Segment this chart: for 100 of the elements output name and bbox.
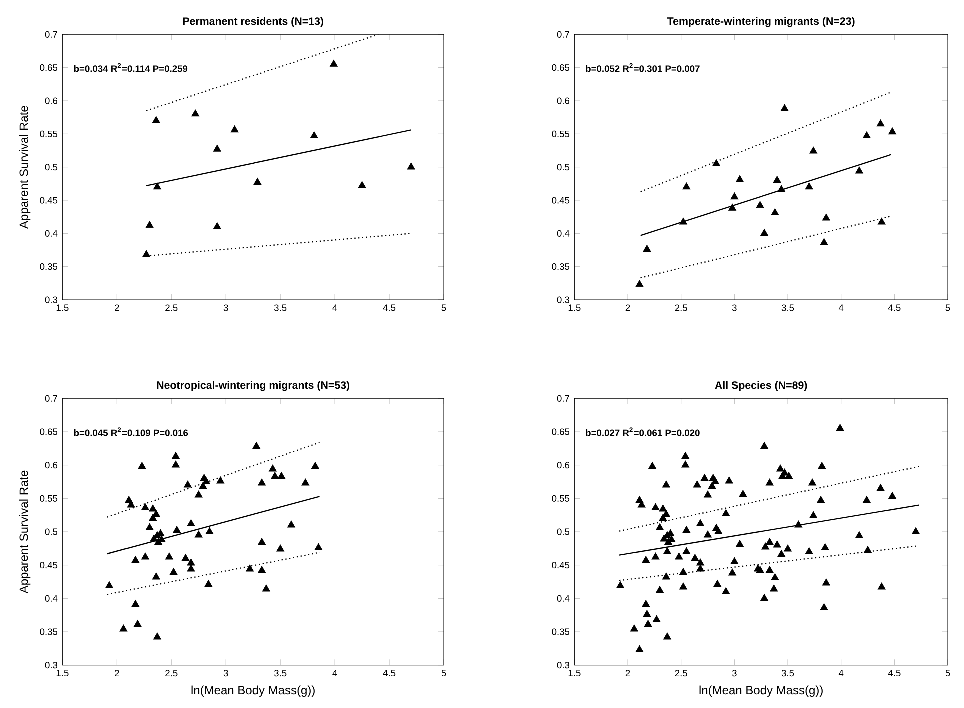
point xyxy=(213,222,222,230)
x-axis-title: ln(Mean Body Mass(g)) xyxy=(192,686,315,697)
y-tick-label: 0.65 xyxy=(40,64,58,72)
x-tick-label: 2 xyxy=(626,670,630,677)
point xyxy=(778,185,786,192)
point xyxy=(172,460,180,468)
point xyxy=(302,478,310,486)
point xyxy=(153,182,162,190)
point xyxy=(680,218,688,225)
point xyxy=(182,554,190,562)
point xyxy=(252,442,261,450)
point xyxy=(268,464,277,472)
point xyxy=(258,478,266,486)
x-tick-label: 3.5 xyxy=(274,670,287,677)
chart-title: All Species (N=89) xyxy=(715,381,808,392)
point xyxy=(187,564,196,572)
x-tick-label: 4.5 xyxy=(383,304,396,312)
point xyxy=(170,568,178,576)
x-tick-label: 3 xyxy=(224,304,228,312)
point xyxy=(142,552,150,560)
x-tick-label: 3.5 xyxy=(782,304,794,312)
point xyxy=(150,534,158,542)
point xyxy=(643,245,652,252)
y-tick-label: 0.7 xyxy=(45,395,58,402)
point xyxy=(736,175,744,182)
point xyxy=(262,584,270,592)
point xyxy=(311,462,320,470)
x-tick-label: 3 xyxy=(224,670,228,677)
point xyxy=(172,452,180,460)
point xyxy=(310,132,318,139)
y-tick-label: 0.7 xyxy=(45,31,58,38)
chart-title: Neotropical-wintering migrants (N=53) xyxy=(157,381,350,392)
point xyxy=(206,527,214,534)
point xyxy=(120,624,128,632)
point xyxy=(187,519,196,526)
y-tick-label: 0.4 xyxy=(557,595,570,602)
x-tick-label: 2.5 xyxy=(166,670,178,677)
point xyxy=(756,201,764,208)
point xyxy=(142,250,151,258)
y-tick-label: 0.5 xyxy=(45,164,58,171)
point xyxy=(712,159,720,166)
y-tick-label: 0.6 xyxy=(45,98,58,104)
y-tick-label: 0.7 xyxy=(557,31,570,38)
point xyxy=(278,472,286,480)
y-tick-label: 0.65 xyxy=(552,64,570,72)
x-tick-label: 3 xyxy=(732,304,737,312)
y-tick-label: 0.4 xyxy=(45,595,58,602)
x-tick-label: 1.5 xyxy=(568,670,581,677)
y-tick-label: 0.3 xyxy=(557,296,570,304)
point xyxy=(192,110,200,117)
point xyxy=(165,552,174,560)
y-tick-label: 0.45 xyxy=(552,562,570,569)
point xyxy=(216,476,225,484)
point xyxy=(636,280,644,288)
x-tick-label: 3 xyxy=(732,670,737,677)
x-tick-label: 2 xyxy=(626,304,630,312)
point xyxy=(820,238,828,246)
y-tick-label: 0.45 xyxy=(40,197,58,204)
point xyxy=(888,128,896,135)
point xyxy=(106,581,114,588)
point xyxy=(134,620,142,628)
y-tick-label: 0.55 xyxy=(40,130,58,138)
y-tick-label: 0.65 xyxy=(552,428,570,436)
x-tick-label: 5 xyxy=(946,670,950,677)
point xyxy=(314,543,323,550)
point xyxy=(138,462,146,470)
point xyxy=(258,538,266,546)
point xyxy=(822,214,830,221)
annotation: b=0.052 R$^{2}$=0.301 P=0.007 xyxy=(586,63,700,72)
y-tick-label: 0.35 xyxy=(552,628,570,636)
x-tick-label: 4 xyxy=(332,304,338,312)
y-tick-label: 0.45 xyxy=(552,197,570,204)
x-tick-label: 5 xyxy=(442,304,446,312)
x-tick-label: 4.5 xyxy=(383,670,396,677)
point xyxy=(771,208,780,216)
y-tick-label: 0.6 xyxy=(557,98,570,104)
x-tick-label: 2.5 xyxy=(675,304,688,312)
point xyxy=(876,120,885,127)
y-tick-label: 0.3 xyxy=(45,662,58,669)
x-tick-label: 3.5 xyxy=(274,304,287,312)
y-tick-label: 0.3 xyxy=(45,296,58,304)
point xyxy=(152,116,160,124)
point xyxy=(330,60,338,67)
point xyxy=(682,182,691,190)
x-tick-label: 1.5 xyxy=(56,670,69,677)
chart-title: Temperate-wintering migrants (N=23) xyxy=(667,17,855,28)
point xyxy=(184,480,192,488)
point xyxy=(780,104,789,112)
annotation: b=0.027 R$^{2}$=0.061 P=0.020 xyxy=(586,428,700,436)
y-tick-label: 0.35 xyxy=(40,628,58,636)
point xyxy=(146,221,154,228)
y-tick-label: 0.55 xyxy=(40,495,58,502)
point xyxy=(132,600,140,608)
x-tick-label: 4 xyxy=(838,670,844,676)
x-tick-label: 1.5 xyxy=(56,304,69,312)
point xyxy=(204,580,213,588)
y-tick-label: 0.45 xyxy=(40,562,58,569)
point xyxy=(152,572,160,580)
y-axis-title: Apparent Survival Rate xyxy=(19,106,31,230)
point xyxy=(358,181,366,188)
